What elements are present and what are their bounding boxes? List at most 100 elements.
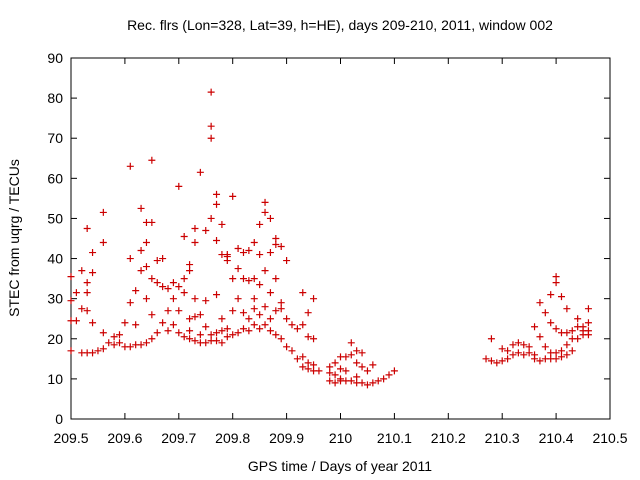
- data-point: [229, 192, 237, 200]
- data-point: [525, 349, 533, 357]
- data-point: [191, 224, 199, 232]
- data-point: [169, 279, 177, 287]
- data-point: [207, 122, 215, 130]
- data-point: [180, 333, 188, 341]
- data-point: [272, 235, 280, 242]
- x-tick-label: 209.7: [161, 430, 196, 446]
- data-point: [310, 361, 318, 369]
- data-point: [310, 335, 318, 343]
- x-tick-label: 209.8: [215, 430, 250, 446]
- data-point: [202, 226, 210, 234]
- data-point: [159, 319, 167, 327]
- data-point: [175, 283, 183, 291]
- data-point: [207, 331, 215, 339]
- data-point: [250, 239, 258, 247]
- data-point: [250, 305, 258, 313]
- data-point: [563, 305, 571, 313]
- data-point: [272, 307, 280, 315]
- data-point: [250, 295, 258, 303]
- data-point: [261, 303, 269, 311]
- data-point: [358, 379, 366, 387]
- data-point: [288, 347, 296, 355]
- y-axis: 0 10 20 30 40 50 60 70 80 90: [47, 50, 610, 427]
- data-point: [239, 249, 247, 257]
- data-point: [331, 371, 339, 379]
- data-point: [83, 289, 91, 297]
- data-point: [148, 335, 156, 343]
- data-point: [552, 349, 560, 357]
- data-point: [213, 200, 221, 208]
- data-point: [213, 190, 221, 198]
- x-tick-label: 210.1: [377, 430, 412, 446]
- data-point: [164, 327, 172, 335]
- data-point: [509, 351, 517, 359]
- data-point: [148, 275, 156, 283]
- data-point: [126, 343, 134, 351]
- data-point: [142, 339, 150, 347]
- data-point: [531, 355, 539, 363]
- data-point: [552, 325, 560, 333]
- data-point: [347, 351, 355, 359]
- data-point: [121, 319, 129, 327]
- y-tick-label: 40: [47, 251, 63, 267]
- data-point: [283, 343, 291, 351]
- data-point: [277, 243, 285, 251]
- data-point: [191, 337, 199, 345]
- data-point: [239, 325, 247, 333]
- data-point: [326, 377, 334, 385]
- data-point: [94, 347, 102, 355]
- data-point: [132, 287, 140, 295]
- data-point: [250, 275, 258, 283]
- data-point: [385, 371, 393, 379]
- data-point: [563, 341, 571, 349]
- data-point: [126, 299, 134, 307]
- data-point: [245, 247, 253, 255]
- data-point: [196, 168, 204, 176]
- data-point: [175, 329, 183, 337]
- data-point: [196, 331, 204, 339]
- data-point: [223, 257, 231, 265]
- y-tick-label: 30: [47, 291, 63, 307]
- x-axis: 209.5 209.6 209.7 209.8 209.9 210 210.1 210.2 21…: [53, 58, 628, 446]
- data-point: [380, 375, 388, 383]
- data-point: [509, 341, 517, 349]
- y-tick-label: 20: [47, 331, 63, 347]
- data-point: [186, 327, 194, 335]
- data-point: [261, 321, 269, 329]
- data-point: [137, 341, 145, 349]
- data-point: [142, 239, 150, 247]
- data-point: [326, 369, 334, 377]
- data-point: [504, 355, 512, 363]
- data-point: [99, 208, 107, 216]
- data-point: [493, 359, 501, 367]
- x-tick-label: 210.4: [539, 430, 574, 446]
- data-point: [234, 245, 242, 253]
- data-point: [239, 275, 247, 283]
- data-point: [229, 307, 237, 315]
- data-point: [239, 309, 247, 317]
- y-tick-label: 50: [47, 210, 63, 226]
- data-point: [304, 359, 312, 367]
- x-tick-label: 209.5: [53, 430, 88, 446]
- data-point: [234, 329, 242, 337]
- data-point: [304, 309, 312, 317]
- data-point: [552, 273, 560, 281]
- data-point: [223, 333, 231, 341]
- data-point: [148, 156, 156, 164]
- x-tick-label: 210.3: [485, 430, 520, 446]
- data-point: [536, 299, 544, 307]
- data-point: [218, 315, 226, 323]
- data-point: [525, 343, 533, 351]
- data-point: [536, 357, 544, 365]
- data-point: [568, 347, 576, 355]
- data-point: [283, 257, 291, 265]
- data-point: [504, 347, 512, 355]
- data-point: [256, 220, 264, 228]
- data-point: [191, 239, 199, 247]
- data-point: [266, 214, 274, 222]
- data-point: [207, 134, 215, 142]
- data-point: [207, 214, 215, 222]
- x-tick-label: 209.6: [107, 430, 142, 446]
- data-point: [169, 295, 177, 303]
- data-point: [342, 367, 350, 375]
